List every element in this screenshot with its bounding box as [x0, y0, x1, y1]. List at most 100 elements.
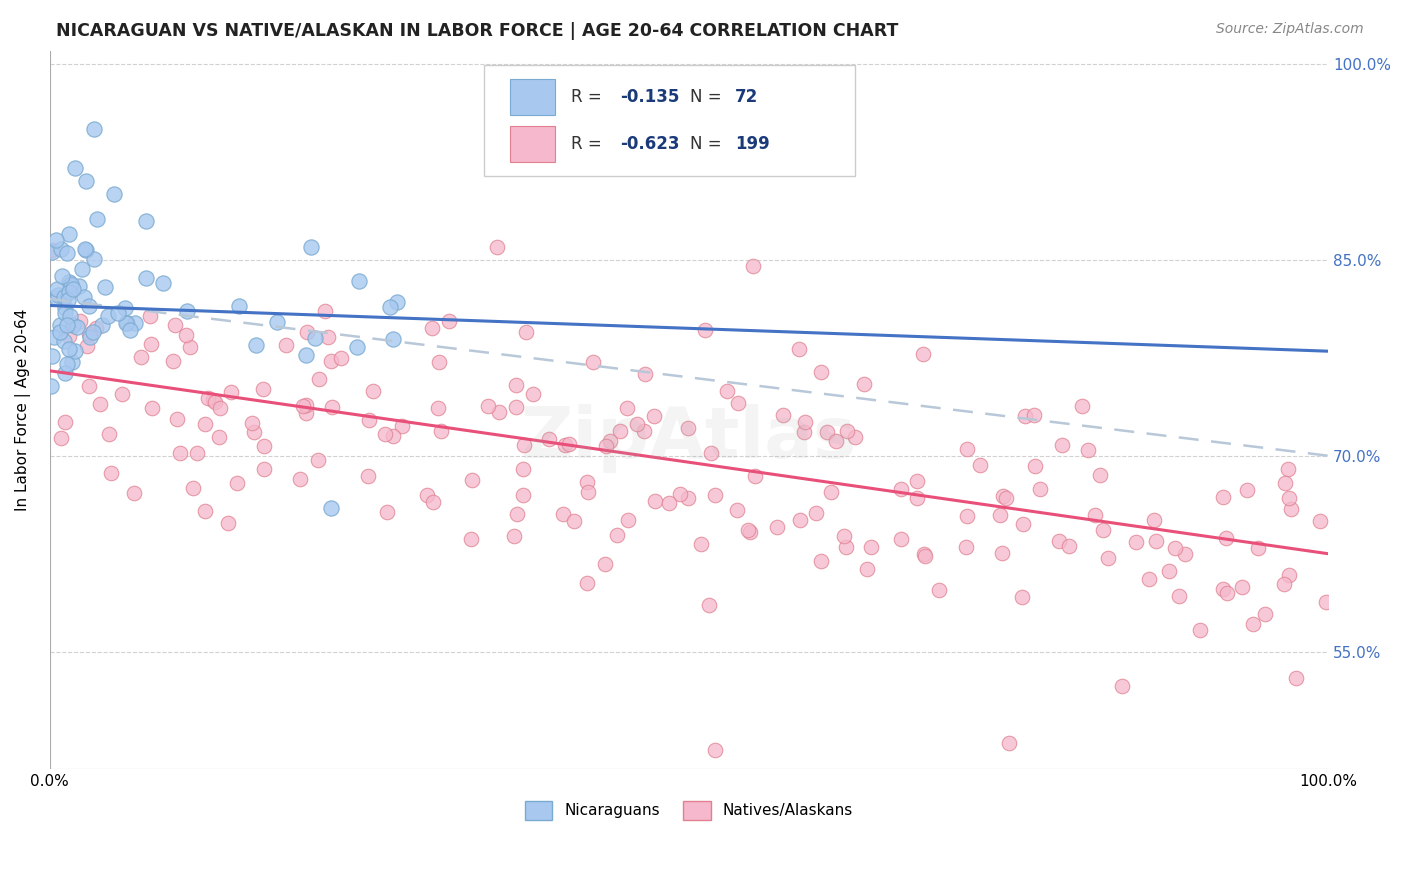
Point: [204, 394, 226, 409]
Point: [834, 528, 856, 542]
Point: [316, 330, 339, 344]
Point: [53, 301, 76, 315]
Point: [349, 274, 371, 288]
Point: [505, 400, 527, 414]
Point: [346, 340, 368, 354]
Point: [1247, 541, 1270, 555]
Point: [1188, 623, 1211, 637]
Point: [928, 582, 950, 597]
Point: [378, 300, 401, 314]
Point: [242, 425, 264, 439]
Point: [139, 337, 162, 351]
Point: [1050, 438, 1073, 452]
Point: [295, 348, 318, 362]
Point: [1011, 590, 1033, 604]
Point: [169, 446, 191, 460]
Point: [766, 520, 789, 534]
FancyBboxPatch shape: [485, 65, 855, 177]
Point: [1315, 595, 1337, 609]
Point: [505, 378, 527, 392]
Point: [820, 485, 842, 500]
Point: [139, 309, 162, 323]
Point: [1241, 616, 1264, 631]
Point: [319, 354, 342, 368]
Point: [77, 299, 100, 313]
Point: [716, 384, 738, 398]
Point: [704, 488, 727, 502]
Point: [84, 320, 107, 334]
Point: [377, 505, 399, 519]
Point: [122, 485, 145, 500]
Point: [554, 438, 576, 452]
Point: [1111, 679, 1133, 693]
FancyBboxPatch shape: [510, 79, 555, 115]
Point: [1277, 461, 1299, 475]
Point: [73, 290, 96, 304]
Point: [794, 415, 817, 429]
Point: [1014, 409, 1036, 424]
Point: [359, 413, 381, 427]
Point: [288, 472, 311, 486]
Point: [100, 466, 122, 480]
Point: [46, 282, 69, 296]
Point: [118, 323, 141, 337]
Point: [208, 430, 231, 444]
Point: [1022, 408, 1045, 422]
Point: [725, 503, 748, 517]
Point: [56, 293, 79, 307]
Point: [1278, 491, 1301, 505]
Point: [1285, 671, 1308, 685]
Text: Source: ZipAtlas.com: Source: ZipAtlas.com: [1216, 22, 1364, 37]
Point: [1029, 482, 1052, 496]
Point: [89, 396, 111, 410]
FancyBboxPatch shape: [510, 126, 555, 162]
Point: [678, 491, 700, 506]
Point: [75, 242, 97, 256]
Point: [76, 339, 98, 353]
Point: [737, 523, 759, 537]
Text: 199: 199: [735, 135, 769, 153]
Point: [1012, 517, 1035, 532]
Point: [1077, 442, 1099, 457]
Point: [738, 524, 761, 539]
Point: [361, 384, 384, 398]
Point: [49, 325, 72, 339]
Point: [114, 301, 136, 315]
Point: [1083, 508, 1105, 522]
Point: [97, 309, 120, 323]
Point: [616, 401, 638, 415]
Point: [697, 599, 720, 613]
Point: [1272, 577, 1295, 591]
Point: [844, 430, 866, 444]
Point: [890, 532, 912, 546]
Point: [75, 174, 97, 188]
Text: ZipAtlas: ZipAtlas: [522, 404, 856, 474]
Point: [856, 562, 879, 576]
Point: [609, 424, 631, 438]
Point: [59, 309, 82, 323]
Point: [835, 540, 858, 554]
Point: [1024, 459, 1046, 474]
Point: [382, 332, 405, 346]
Point: [67, 278, 90, 293]
Point: [53, 366, 76, 380]
Point: [703, 742, 725, 756]
Point: [1070, 400, 1092, 414]
Point: [912, 548, 935, 562]
Point: [804, 506, 827, 520]
Point: [1278, 568, 1301, 582]
Point: [582, 355, 605, 369]
Point: [299, 240, 322, 254]
Point: [314, 303, 336, 318]
Point: [304, 331, 326, 345]
Point: [727, 395, 749, 409]
Point: [606, 527, 628, 541]
Point: [997, 736, 1019, 750]
Point: [266, 315, 288, 329]
Point: [741, 260, 763, 274]
Point: [45, 233, 67, 247]
Point: [51, 268, 73, 283]
Point: [70, 261, 93, 276]
Point: [115, 316, 138, 330]
Point: [56, 318, 79, 332]
